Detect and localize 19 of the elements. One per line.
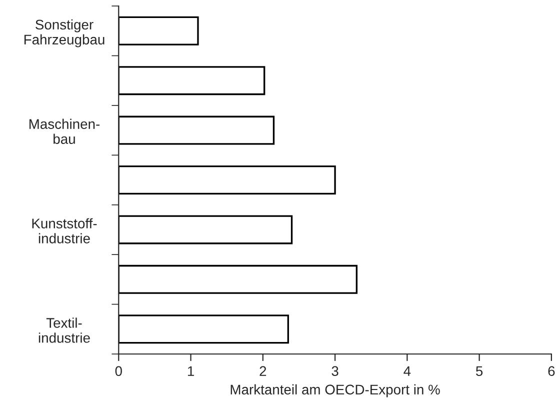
y-tick-label: Maschinen- bau: [29, 118, 100, 144]
bar: [118, 165, 336, 195]
x-axis-title: Marktanteil am OECD-Export in %: [230, 384, 440, 398]
x-tick-label: 2: [260, 366, 266, 376]
y-tick-label: Sonstiger Fahrzeugbau: [24, 19, 104, 48]
y-tick-label: Textil- industrie: [38, 318, 90, 343]
bar: [118, 66, 266, 96]
bar: [118, 215, 293, 244]
x-tick-label: 1: [188, 366, 194, 376]
x-tick-label: 6: [548, 366, 555, 376]
x-tick-label: 5: [476, 366, 483, 376]
bar: [118, 16, 199, 46]
x-tick-label: 0: [115, 366, 122, 376]
y-tick-label: Kunststoff- industrie: [32, 218, 97, 244]
bar: [118, 116, 275, 145]
x-tick-label: 4: [404, 366, 411, 376]
x-tick-label: 3: [332, 366, 338, 376]
bar: [118, 314, 289, 344]
bar: [118, 264, 358, 294]
